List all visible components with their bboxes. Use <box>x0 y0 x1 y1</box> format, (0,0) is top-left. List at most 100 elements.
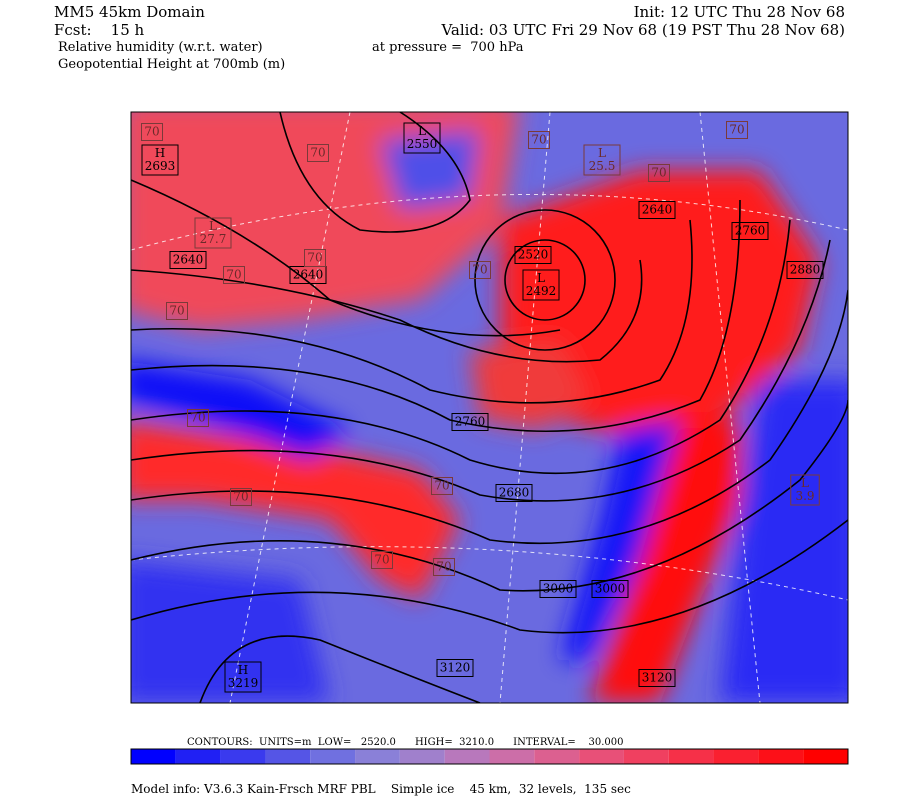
colorbar-frame <box>130 748 849 765</box>
label-box <box>436 659 474 677</box>
map-label: H <box>155 146 165 160</box>
colorbar-swatch <box>803 749 848 764</box>
map-label: L <box>537 271 545 285</box>
pressure: at pressure = 700 hPa <box>372 40 524 55</box>
map-label: L <box>209 219 217 233</box>
map-label: 70 <box>436 560 451 574</box>
colorbar-swatch <box>534 749 580 764</box>
valid-time: Valid: 03 UTC Fri 29 Nov 68 (19 PST Thu … <box>440 21 845 39</box>
map-label: 2640 <box>642 203 673 217</box>
colorbar-swatch <box>220 749 266 764</box>
map-label: 3219 <box>228 676 259 690</box>
label-box <box>307 144 329 162</box>
map-label: 2640 <box>293 268 324 282</box>
label-box <box>591 580 629 598</box>
label-box <box>433 558 455 576</box>
map-label: 70 <box>226 268 241 282</box>
label-box <box>224 661 262 693</box>
map-label: 70 <box>434 479 449 493</box>
map-label: 3.9 <box>795 489 814 503</box>
map-label: 70 <box>190 411 205 425</box>
colorbar-swatch <box>623 749 669 764</box>
label-box <box>223 266 245 284</box>
map-label: 70 <box>144 125 159 139</box>
map-label: 3000 <box>595 582 626 596</box>
colorbar-swatch <box>668 749 714 764</box>
map-label: 27.7 <box>200 232 227 246</box>
map-label: 70 <box>531 133 546 147</box>
colorbar-swatch <box>265 749 311 764</box>
map-label: 2550 <box>407 137 438 151</box>
label-box <box>790 474 820 506</box>
label-box <box>230 488 252 506</box>
map-label: 70 <box>307 251 322 265</box>
map-label: 70 <box>651 166 666 180</box>
map-label: 3120 <box>440 661 471 675</box>
colorbar-swatch <box>399 749 445 764</box>
label-box <box>141 144 179 176</box>
map-label: 2760 <box>735 224 766 238</box>
label-box <box>638 669 676 687</box>
colorbar-swatch <box>355 749 400 764</box>
map-label: 70 <box>729 123 744 137</box>
colorbar-swatch <box>444 749 490 764</box>
domain: MM5 45km Domain <box>54 3 205 21</box>
label-box <box>304 249 326 267</box>
labels: H2693L2550L24922520264026402640276027602… <box>141 121 824 693</box>
label-box <box>786 261 824 279</box>
label-box <box>495 484 533 502</box>
colorbar-swatch <box>175 749 221 764</box>
map-label: H <box>238 663 248 677</box>
forecast: Fcst: 15 h <box>54 21 145 39</box>
init-time: Init: 12 UTC Thu 28 Nov 68 <box>634 3 845 21</box>
map-label: 70 <box>310 146 325 160</box>
field-2: Geopotential Height at 700mb (m) <box>58 57 285 72</box>
map-label: 70 <box>374 553 389 567</box>
map-label: 70 <box>169 304 184 318</box>
map <box>131 112 848 703</box>
label-box <box>431 477 453 495</box>
label-box <box>522 269 560 301</box>
map-label: 2492 <box>526 284 557 298</box>
contours-info: CONTOURS: UNITS=m LOW= 2520.0 HIGH= 3210… <box>187 737 623 748</box>
footer: Model info: V3.6.3 Kain-Frsch MRF PBL Si… <box>131 782 631 796</box>
colorbar-swatch <box>713 749 759 764</box>
colorbar-swatch <box>489 749 535 764</box>
map-label: 2760 <box>455 415 486 429</box>
map-label: 2693 <box>145 159 176 173</box>
label-box <box>726 121 748 139</box>
label-box <box>166 302 188 320</box>
map-label: 2640 <box>173 253 204 267</box>
label-box <box>403 122 441 154</box>
map-frame <box>130 111 849 704</box>
map-label: 2520 <box>518 248 549 262</box>
map-label: L <box>418 124 426 138</box>
map-label: L <box>801 476 809 490</box>
map-label: 3000 <box>543 582 574 596</box>
label-box <box>648 164 670 182</box>
colorbar <box>130 748 849 765</box>
label-box <box>194 217 232 249</box>
field-1: Relative humidity (w.r.t. water) <box>58 40 263 55</box>
map-label: 2680 <box>499 486 530 500</box>
label-box <box>141 123 163 141</box>
map-label: 70 <box>472 263 487 277</box>
map-label: 70 <box>233 490 248 504</box>
colorbar-swatch <box>579 749 624 764</box>
label-box <box>514 246 552 264</box>
map-label: 25.5 <box>589 159 616 173</box>
label-box <box>638 201 676 219</box>
label-box <box>469 261 491 279</box>
colorbar-swatch <box>131 749 176 764</box>
map-label: L <box>598 146 606 160</box>
label-box <box>528 131 550 149</box>
label-box <box>539 580 577 598</box>
label-box <box>451 413 489 431</box>
colorbar-swatch <box>310 749 356 764</box>
label-box <box>731 222 769 240</box>
map-label: 2880 <box>790 263 821 277</box>
colorbar-swatch <box>758 749 804 764</box>
label-box <box>371 551 393 569</box>
label-box <box>583 144 621 176</box>
